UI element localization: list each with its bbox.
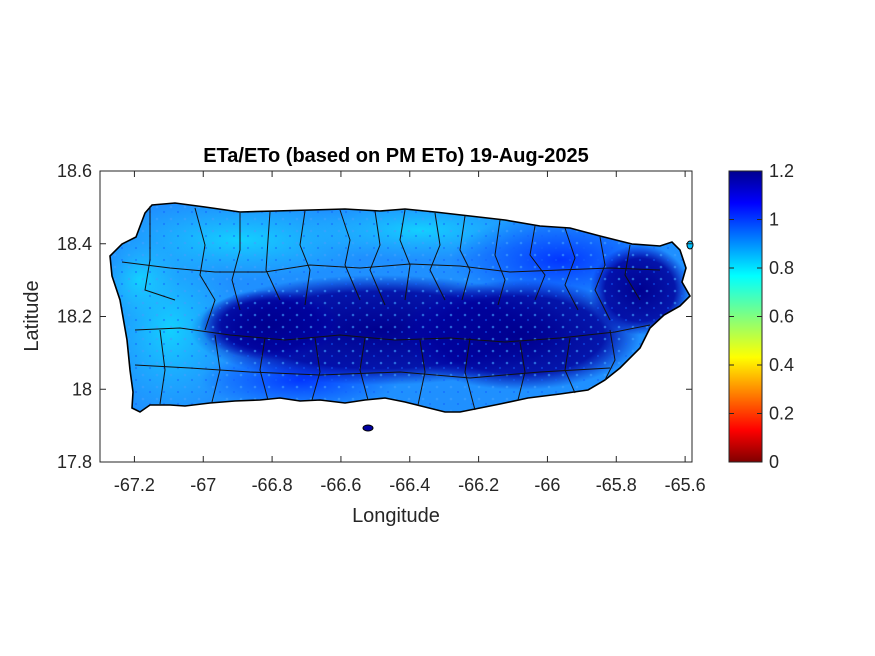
border xyxy=(604,329,616,381)
colorbar-tick-label: 1.2 xyxy=(769,161,794,181)
x-tick-label: -66.6 xyxy=(320,475,361,495)
border xyxy=(339,209,361,301)
colorbar-ticks: 0 0.2 0.4 0.6 0.8 1 1.2 xyxy=(729,161,794,472)
y-tick-label: 17.8 xyxy=(57,452,92,472)
x-tick-label: -66.2 xyxy=(458,475,499,495)
colorbar-tick-label: 0.4 xyxy=(769,355,794,375)
border xyxy=(564,227,579,311)
colorbar-tick-label: 0 xyxy=(769,452,779,472)
border xyxy=(134,364,611,379)
colorbar-tick-label: 0.2 xyxy=(769,404,794,424)
border xyxy=(194,207,216,331)
east-islet xyxy=(686,240,694,250)
x-axis: -67.2 -67 -66.8 -66.6 -66.4 -66.2 -66 -65.8 -65.… xyxy=(114,171,706,495)
colorbar-tick-label: 1 xyxy=(769,210,779,230)
x-tick-label: -65.8 xyxy=(596,475,637,495)
border xyxy=(231,213,241,311)
colorbar-tick-label: 0.8 xyxy=(769,258,794,278)
border xyxy=(159,329,166,405)
border xyxy=(464,337,476,411)
colorbar-tick-label: 0.6 xyxy=(769,307,794,327)
border xyxy=(311,337,321,401)
border xyxy=(399,209,411,301)
chart-title: ETa/ETo (based on PM ETo) 19-Aug-2025 xyxy=(203,145,589,167)
y-tick-label: 18 xyxy=(72,379,92,399)
border xyxy=(299,210,311,306)
border xyxy=(494,219,506,306)
x-tick-label: -66.4 xyxy=(389,475,430,495)
border xyxy=(121,261,661,273)
border xyxy=(517,341,526,401)
border xyxy=(624,244,641,301)
border xyxy=(429,212,446,301)
x-tick-label: -67.2 xyxy=(114,475,155,495)
border xyxy=(144,206,176,301)
border xyxy=(134,324,651,343)
border xyxy=(594,236,611,321)
border xyxy=(417,339,426,406)
municipality-borders xyxy=(121,206,661,411)
y-tick-label: 18.6 xyxy=(57,161,92,181)
y-tick-label: 18.4 xyxy=(57,234,92,254)
x-tick-label: -67 xyxy=(190,475,216,495)
border xyxy=(459,215,471,301)
border xyxy=(259,337,269,401)
border xyxy=(369,210,386,306)
y-tick-label: 18.2 xyxy=(57,307,92,327)
border xyxy=(529,225,546,301)
border xyxy=(359,337,369,401)
x-axis-label: Longitude xyxy=(352,505,440,527)
border xyxy=(564,337,576,394)
border xyxy=(265,211,281,301)
x-tick-label: -66 xyxy=(534,475,560,495)
y-axis: 17.8 18 18.2 18.4 18.6 xyxy=(57,161,692,472)
x-tick-label: -66.8 xyxy=(252,475,293,495)
y-axis-label: Latitude xyxy=(21,280,43,351)
caja-de-muertos-island xyxy=(362,424,374,432)
x-tick-label: -65.6 xyxy=(665,475,706,495)
